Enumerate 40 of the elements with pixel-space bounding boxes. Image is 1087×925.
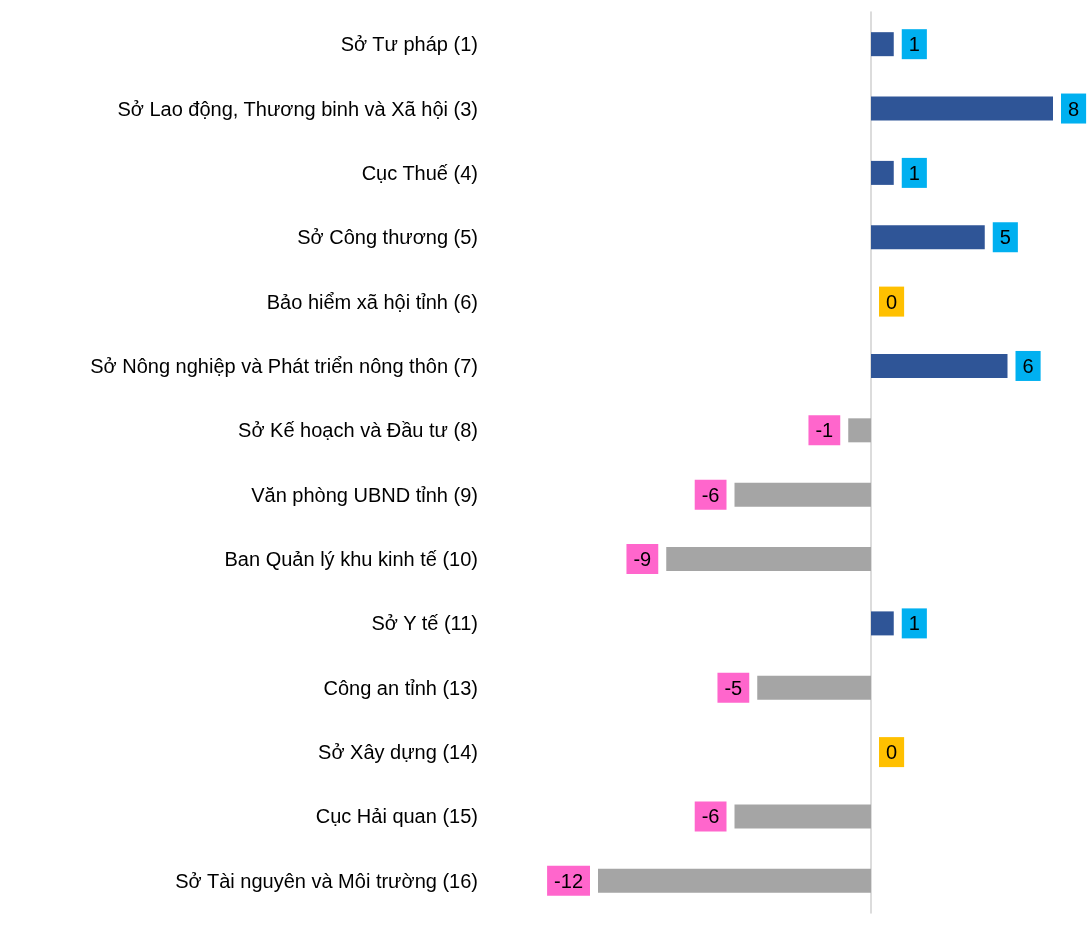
bar: [871, 96, 1053, 121]
y-tick-label: Sở Kế hoạch và Đầu tư (8): [238, 419, 478, 442]
bar: [734, 804, 871, 829]
y-tick-label: Văn phòng UBND tỉnh (9): [251, 483, 478, 506]
data-label: -5: [724, 676, 743, 699]
data-label: -9: [633, 548, 652, 571]
y-tick-label: Công an tỉnh (13): [323, 676, 478, 699]
data-label: 6: [1022, 354, 1034, 377]
data-label: -12: [554, 869, 583, 892]
data-label: 1: [908, 33, 920, 56]
bar: [848, 418, 871, 443]
bar: [757, 675, 871, 700]
y-tick-label: Sở Tài nguyên và Môi trường (16): [175, 869, 478, 892]
bar: [734, 482, 871, 507]
data-label: -1: [815, 419, 834, 442]
bar: [871, 353, 1008, 378]
y-tick-label: Bảo hiểm xã hội tỉnh (6): [266, 290, 478, 313]
y-tick-label: Sở Xây dựng (14): [318, 741, 478, 764]
bar: [666, 547, 871, 572]
data-label: 8: [1068, 97, 1080, 120]
data-label: 1: [908, 161, 920, 184]
data-label: 1: [908, 612, 920, 635]
data-label: -6: [701, 805, 720, 828]
y-tick-label: Sở Công thương (5): [297, 226, 478, 249]
bar: [871, 611, 894, 636]
y-tick-label: Cục Thuế (4): [361, 161, 478, 184]
bar: [598, 868, 871, 893]
bar: [871, 160, 894, 185]
y-tick-label: Sở Nông nghiệp và Phát triển nông thôn (7): [90, 354, 478, 377]
data-label: -6: [701, 483, 720, 506]
data-label: 0: [886, 741, 898, 764]
bar: [871, 32, 894, 57]
y-tick-label: Cục Hải quan (15): [315, 805, 478, 828]
bar: [871, 225, 985, 250]
y-tick-label: Sở Lao động, Thương binh và Xã hội (3): [117, 97, 478, 120]
y-tick-label: Sở Y tế (11): [371, 612, 478, 635]
y-tick-label: Ban Quản lý khu kinh tế (10): [224, 548, 478, 571]
data-label: 5: [999, 226, 1011, 249]
y-tick-label: Sở Tư pháp (1): [340, 33, 478, 56]
data-label: 0: [886, 290, 898, 313]
